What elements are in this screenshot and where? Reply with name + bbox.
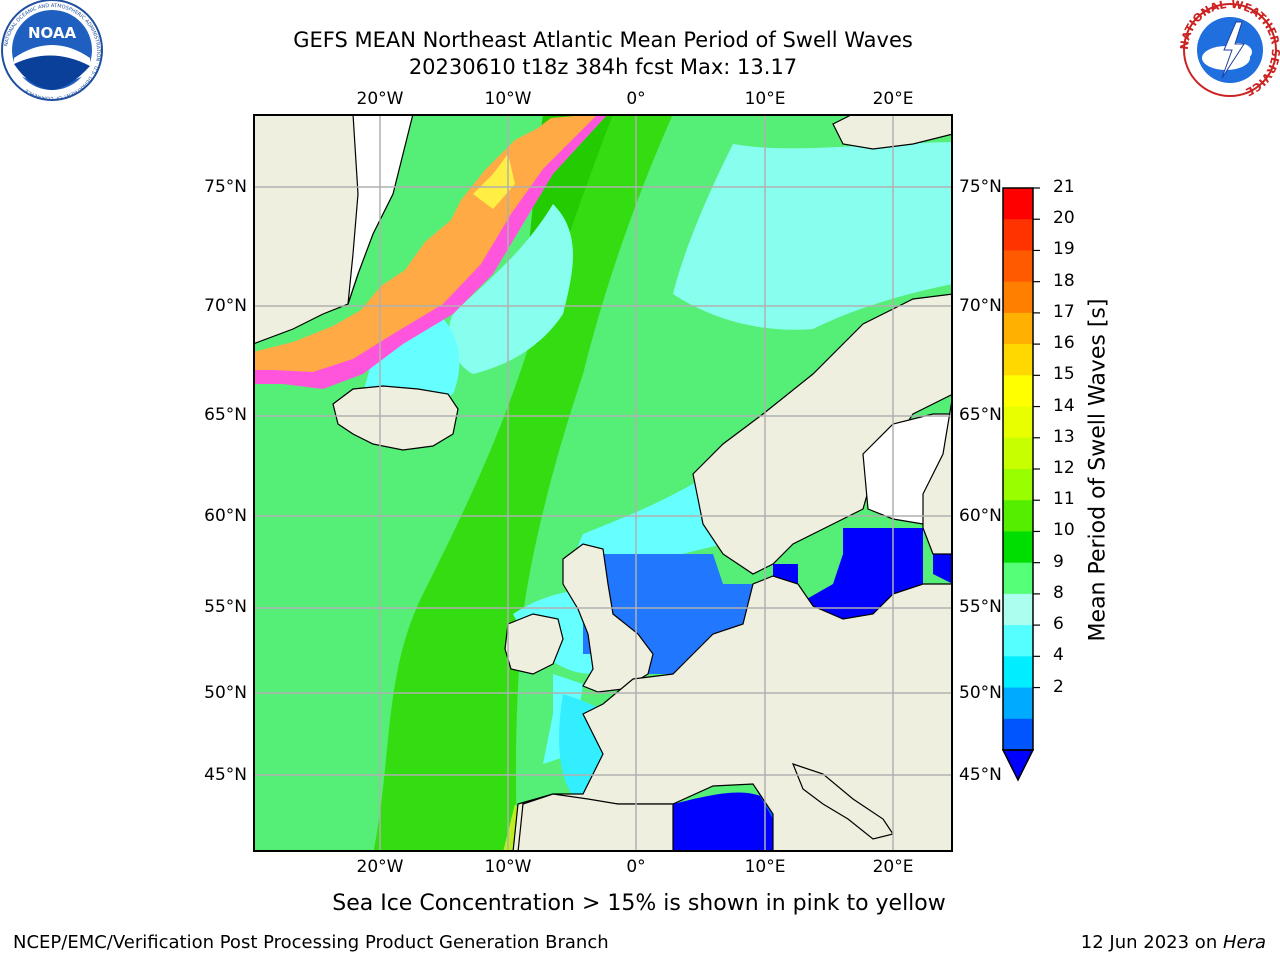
- colorbar-segment: [1003, 687, 1033, 720]
- colorbar-segment: [1003, 656, 1033, 689]
- lon-tick-top: 0°: [626, 89, 646, 109]
- colorbar-tick-label: 20: [1053, 208, 1075, 229]
- lat-tick-right: 50°N: [959, 683, 1002, 703]
- lat-tick-left: 45°N: [204, 765, 247, 785]
- lat-tick-right: 70°N: [959, 296, 1002, 316]
- iberia: [517, 793, 674, 852]
- lon-tick-bottom: 20°E: [872, 857, 914, 877]
- lon-tick-top: 20°W: [356, 89, 404, 109]
- colorbar-tick-label: 11: [1053, 489, 1075, 510]
- colorbar-segment: [1003, 375, 1033, 408]
- graticule: [253, 114, 953, 852]
- lat-tick-right: 45°N: [959, 765, 1002, 785]
- colorbar-under-arrow: [1001, 749, 1035, 782]
- colorbar-segment: [1003, 219, 1033, 251]
- lon-tick-bottom: 0°: [626, 857, 646, 877]
- lon-tick-top: 20°E: [872, 89, 914, 109]
- sea-ice-note: Sea Ice Concentration > 15% is shown in …: [332, 891, 946, 916]
- ireland: [504, 613, 564, 675]
- lat-tick-right: 75°N: [959, 177, 1002, 197]
- colorbar-segment: [1003, 625, 1033, 657]
- svg-text:NOAA: NOAA: [28, 24, 77, 42]
- footer-host: Hera: [1222, 932, 1266, 953]
- lat-tick-left: 50°N: [204, 683, 247, 703]
- colorbar-tick-label: 21: [1053, 177, 1075, 197]
- lat-tick-left: 55°N: [204, 597, 247, 617]
- colorbar-tick-label: 13: [1053, 426, 1075, 447]
- colorbar-segment: [1003, 593, 1033, 626]
- finland-russia: [922, 393, 953, 555]
- colorbar-segment: [1003, 312, 1033, 345]
- lat-tick-left: 65°N: [204, 405, 247, 425]
- colorbar-tick-label: 17: [1053, 301, 1075, 322]
- lon-tick-bottom: 10°E: [744, 857, 786, 877]
- footer-date-text: 12 Jun 2023 on: [1080, 932, 1223, 953]
- colorbar-tick-label: 16: [1053, 333, 1075, 354]
- colorbar-segment: [1003, 562, 1033, 595]
- colorbar-tick-label: 4: [1053, 645, 1064, 666]
- colorbar-segment: [1003, 469, 1033, 501]
- chart-title: GEFS MEAN Northeast Atlantic Mean Period…: [293, 28, 913, 52]
- colorbar-tick-label: 14: [1053, 395, 1075, 416]
- lat-tick-right: 60°N: [959, 506, 1002, 526]
- nws-logo: NATIONAL WEATHER SERVICE: [1180, 0, 1280, 98]
- lon-tick-bottom: 10°W: [484, 857, 532, 877]
- colorbar-segment: [1003, 188, 1033, 220]
- colorbar-tick-label: 8: [1053, 582, 1064, 603]
- colorbar-segment: [1003, 281, 1033, 314]
- lon-tick-bottom: 20°W: [356, 857, 404, 877]
- land-masses: [253, 114, 953, 852]
- colorbar-tick-label: 19: [1053, 239, 1075, 260]
- colorbar-label: Mean Period of Swell Waves [s]: [1085, 298, 1111, 642]
- colorbar: [1001, 187, 1040, 782]
- map-frame: [253, 114, 953, 852]
- colorbar-segment: [1003, 437, 1033, 470]
- colorbar-segment: [1003, 500, 1033, 532]
- colorbar-tick-label: 12: [1053, 458, 1075, 478]
- colorbar-tick-label: 9: [1053, 551, 1064, 572]
- colorbar-tick-label: 10: [1053, 520, 1075, 541]
- lon-tick-top: 10°E: [744, 89, 786, 109]
- colorbar-segment: [1003, 531, 1033, 564]
- colorbar-segment: [1003, 718, 1033, 751]
- lat-tick-left: 70°N: [204, 296, 247, 316]
- colorbar-tick-label: 18: [1053, 270, 1075, 291]
- noaa-logo: NOAA NATIONAL OCEANIC AND ATMOSPHERIC AD…: [1, 0, 103, 101]
- lon-tick-top: 10°W: [484, 89, 532, 109]
- lat-tick-right: 55°N: [959, 597, 1002, 617]
- colorbar-segment: [1003, 406, 1033, 439]
- iceland: [332, 385, 459, 451]
- colorbar-tick-label: 2: [1053, 676, 1064, 697]
- swell-period-map: [253, 114, 953, 852]
- lat-tick-left: 75°N: [204, 177, 247, 197]
- footer-date: 12 Jun 2023 on Hera: [1081, 932, 1266, 953]
- colorbar-segment: [1003, 250, 1033, 283]
- colorbar-tick-label: 6: [1053, 614, 1064, 635]
- colorbar-tick-label: 15: [1053, 364, 1075, 385]
- colorbar-segment: [1003, 344, 1033, 376]
- italy: [791, 763, 894, 840]
- lat-tick-left: 60°N: [204, 506, 247, 526]
- footer-credit: NCEP/EMC/Verification Post Processing Pr…: [13, 932, 609, 953]
- lat-tick-right: 65°N: [959, 405, 1002, 425]
- chart-subtitle: 20230610 t18z 384h fcst Max: 13.17: [408, 55, 798, 79]
